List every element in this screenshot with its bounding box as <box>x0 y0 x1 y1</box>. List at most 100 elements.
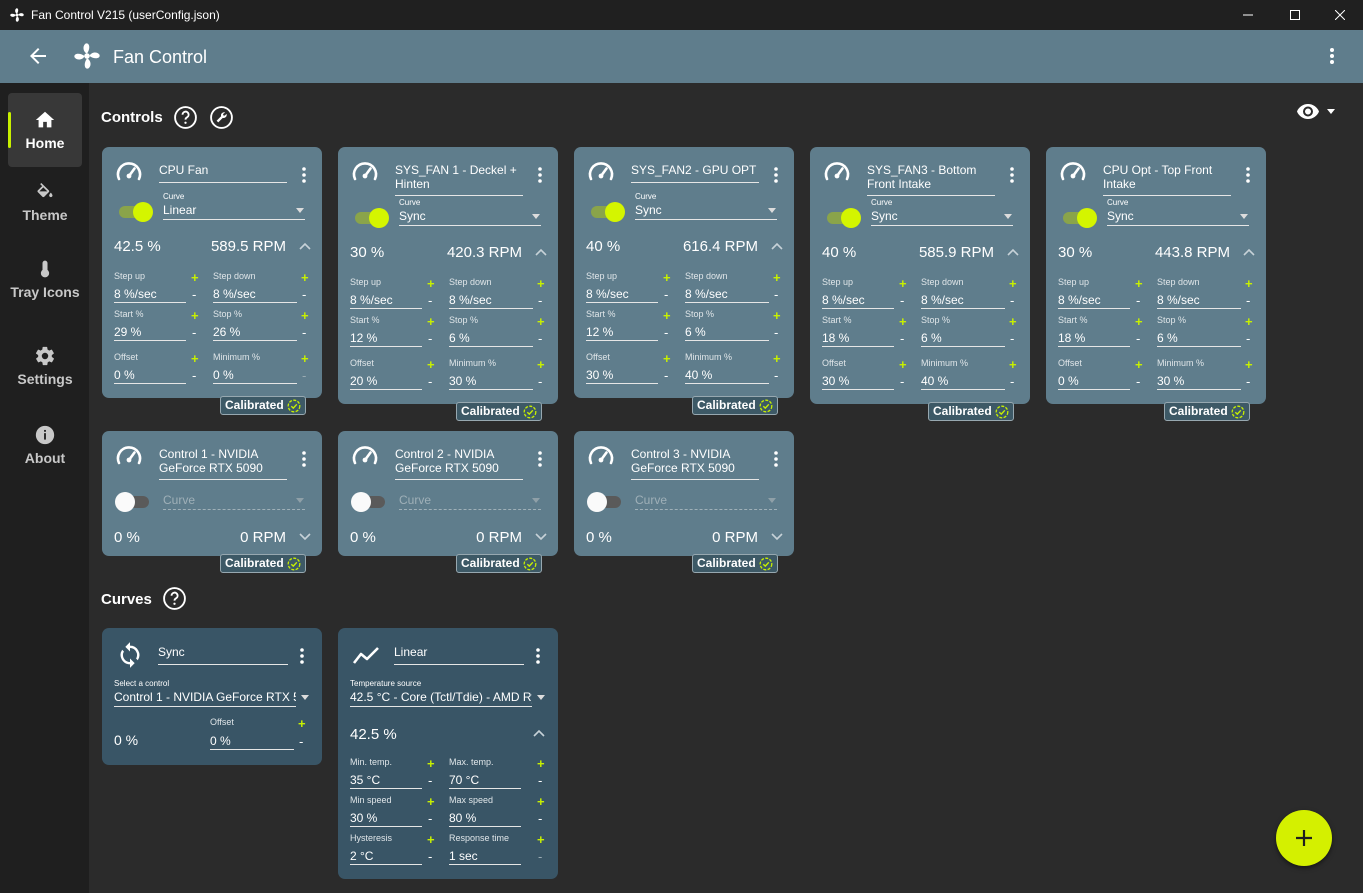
decrement-button[interactable]: - <box>192 325 197 340</box>
add-button[interactable] <box>1276 810 1332 866</box>
decrement-button[interactable]: - <box>538 374 543 389</box>
chevron-up-icon[interactable] <box>1243 248 1255 256</box>
more-vert-icon[interactable] <box>1322 46 1342 66</box>
help-icon[interactable] <box>162 586 187 611</box>
start-field[interactable]: 12 % <box>350 331 422 347</box>
increment-button[interactable]: + <box>537 794 545 809</box>
decrement-button[interactable]: - <box>1136 331 1141 346</box>
decrement-button[interactable]: - <box>774 287 779 302</box>
increment-button[interactable]: + <box>663 270 671 285</box>
decrement-button[interactable]: - <box>1136 293 1141 308</box>
increment-button[interactable]: + <box>1245 314 1253 329</box>
curve-name[interactable]: Linear <box>394 645 524 665</box>
start-field[interactable]: 18 % <box>822 331 894 347</box>
more-vert-icon[interactable] <box>1244 166 1252 184</box>
decrement-button[interactable]: - <box>900 293 905 308</box>
step-down-field[interactable]: 8 %/sec <box>449 293 533 309</box>
decrement-button[interactable]: - <box>192 368 197 383</box>
decrement-button[interactable]: - <box>664 287 669 302</box>
decrement-button[interactable]: - <box>774 325 779 340</box>
step-down-field[interactable]: 8 %/sec <box>685 287 769 303</box>
back-arrow-icon[interactable] <box>26 44 50 68</box>
increment-button[interactable]: + <box>301 308 309 323</box>
control-name[interactable]: SYS_FAN3 - Bottom Front Intake <box>867 163 995 196</box>
increment-button[interactable]: + <box>427 357 435 372</box>
increment-button[interactable]: + <box>537 314 545 329</box>
curve-select[interactable]: Sync <box>635 203 777 220</box>
decrement-button[interactable]: - <box>302 287 307 302</box>
enable-toggle[interactable] <box>587 492 621 512</box>
increment-button[interactable]: + <box>537 357 545 372</box>
decrement-button[interactable]: - <box>302 325 307 340</box>
increment-button[interactable]: + <box>773 270 781 285</box>
increment-button[interactable]: + <box>191 351 199 366</box>
more-vert-icon[interactable] <box>534 647 542 665</box>
more-vert-icon[interactable] <box>536 166 544 184</box>
start-field[interactable]: 29 % <box>114 325 186 341</box>
chevron-up-icon[interactable] <box>1007 248 1019 256</box>
step-up-field[interactable]: 8 %/sec <box>586 287 658 303</box>
decrement-button[interactable]: - <box>538 293 543 308</box>
increment-button[interactable]: + <box>537 832 545 847</box>
chevron-down-icon[interactable] <box>296 498 304 503</box>
minimum-field[interactable]: 40 % <box>921 374 1005 390</box>
decrement-button[interactable]: - <box>538 773 543 788</box>
close-button[interactable] <box>1317 0 1363 30</box>
chevron-down-icon[interactable] <box>296 208 304 213</box>
minimum-field[interactable]: 40 % <box>685 368 769 384</box>
decrement-button[interactable]: - <box>428 849 433 864</box>
maximize-button[interactable] <box>1272 0 1318 30</box>
sidebar-item-theme[interactable]: Theme <box>8 183 82 243</box>
increment-button[interactable]: + <box>663 351 671 366</box>
chevron-up-icon[interactable] <box>535 248 547 256</box>
decrement-button[interactable]: - <box>1010 374 1015 389</box>
enable-toggle[interactable] <box>591 202 625 222</box>
increment-button[interactable]: + <box>1245 357 1253 372</box>
offset-field[interactable]: 20 % <box>350 374 422 390</box>
increment-button[interactable]: + <box>773 308 781 323</box>
decrement-button[interactable]: - <box>664 368 669 383</box>
increment-button[interactable]: + <box>1245 276 1253 291</box>
control-name[interactable]: CPU Opt - Top Front Intake <box>1103 163 1231 196</box>
step-down-field[interactable]: 8 %/sec <box>1157 293 1241 309</box>
decrement-button[interactable]: - <box>1136 374 1141 389</box>
step-up-field[interactable]: 8 %/sec <box>1058 293 1130 309</box>
control-name[interactable]: CPU Fan <box>159 163 287 183</box>
curve-name[interactable]: Sync <box>158 645 288 665</box>
increment-button[interactable]: + <box>1135 276 1143 291</box>
chevron-down-icon[interactable] <box>1240 214 1248 219</box>
start-field[interactable]: 12 % <box>586 325 658 341</box>
enable-toggle[interactable] <box>119 202 153 222</box>
control-name[interactable]: Control 1 - NVIDIA GeForce RTX 5090 <box>159 447 287 480</box>
minimize-button[interactable] <box>1225 0 1271 30</box>
increment-button[interactable]: + <box>301 270 309 285</box>
increment-button[interactable]: + <box>537 756 545 771</box>
offset-field[interactable]: 30 % <box>822 374 894 390</box>
minimum-field[interactable]: 0 % <box>213 368 297 384</box>
decrement-button[interactable]: - <box>1010 293 1015 308</box>
decrement-button[interactable]: - <box>1246 293 1251 308</box>
decrement-button[interactable]: - <box>428 374 433 389</box>
enable-toggle[interactable] <box>351 492 385 512</box>
decrement-button[interactable]: - <box>1010 331 1015 346</box>
stop-field[interactable]: 6 % <box>921 331 1005 347</box>
step-down-field[interactable]: 8 %/sec <box>921 293 1005 309</box>
sidebar-item-about[interactable]: About <box>8 424 82 470</box>
offset-field[interactable]: 30 % <box>586 368 658 384</box>
sidebar-item-tray-icons[interactable]: Tray Icons <box>8 258 82 320</box>
step-up-field[interactable]: 8 %/sec <box>114 287 186 303</box>
control-select[interactable]: Control 1 - NVIDIA GeForce RTX 5090 <box>114 690 296 707</box>
chevron-down-icon[interactable] <box>1004 214 1012 219</box>
increment-button[interactable]: + <box>427 756 435 771</box>
more-vert-icon[interactable] <box>298 647 306 665</box>
minimum-field[interactable]: 30 % <box>1157 374 1241 390</box>
chevron-down-icon[interactable] <box>537 695 545 700</box>
chevron-down-icon[interactable] <box>768 498 776 503</box>
visibility-dropdown-icon[interactable] <box>1327 109 1335 114</box>
decrement-button[interactable]: - <box>428 293 433 308</box>
enable-toggle[interactable] <box>115 492 149 512</box>
sidebar-item-settings[interactable]: Settings <box>8 345 82 391</box>
wrench-icon[interactable] <box>209 105 234 130</box>
decrement-button[interactable]: - <box>428 811 433 826</box>
chevron-down-icon[interactable] <box>771 533 783 541</box>
